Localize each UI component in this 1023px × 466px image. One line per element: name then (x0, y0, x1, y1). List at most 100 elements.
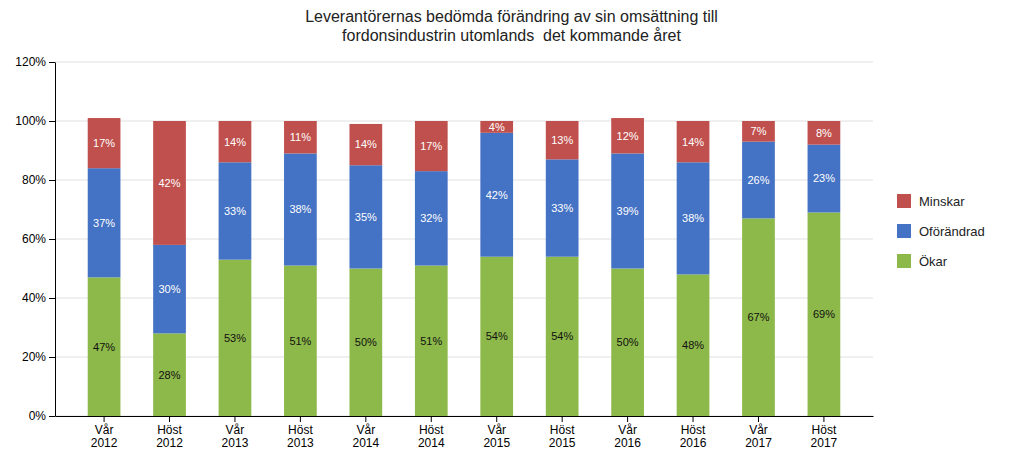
tick-mark (49, 180, 55, 181)
bar (284, 153, 317, 265)
bar (677, 274, 710, 416)
tick-mark (49, 121, 55, 122)
tick-label: 80% (22, 173, 46, 187)
bar (480, 121, 513, 133)
tick: 0% (29, 409, 55, 423)
data-label: 39% (617, 205, 639, 217)
chart: Leverantörernas bedömda förändring av si… (0, 0, 1023, 466)
data-label: 42% (486, 189, 508, 201)
tick-label-line: 2016 (680, 436, 707, 450)
bar (88, 277, 121, 416)
legend-swatch (897, 254, 911, 268)
tick-label-line: 2015 (483, 436, 510, 450)
tick-label: Vår2013 (222, 423, 249, 451)
tick-label: Höst2013 (287, 423, 314, 451)
bar (546, 159, 579, 256)
legend: MinskarOförändradÖkar (897, 194, 985, 269)
data-label: 17% (420, 140, 442, 152)
tick-label: 40% (22, 291, 46, 305)
bar (611, 118, 644, 153)
tick: 100% (15, 114, 55, 128)
tick: Höst2016 (680, 416, 707, 450)
data-label: 32% (420, 212, 442, 224)
tick-label-line: Höst (419, 423, 444, 437)
tick: 80% (22, 173, 55, 187)
tick-mark (49, 298, 55, 299)
tick-label: Höst2015 (549, 423, 576, 451)
bars (88, 118, 841, 416)
tick: Vår2016 (614, 416, 641, 450)
tick-mark (49, 239, 55, 240)
tick-label-line: 2012 (156, 436, 183, 450)
data-label: 28% (159, 369, 181, 381)
tick-label-line: Vår (618, 423, 637, 437)
tick: Vår2014 (352, 416, 379, 450)
axis-line (56, 416, 874, 417)
data-label: 8% (816, 127, 832, 139)
bar (677, 121, 710, 162)
tick-mark (49, 416, 55, 417)
tick-label-line: Höst (550, 423, 575, 437)
bar (742, 142, 775, 219)
data-label: 48% (682, 339, 704, 351)
bar (219, 121, 252, 162)
data-label: 67% (747, 311, 769, 323)
tick-label: Vår2014 (352, 423, 379, 451)
bar (808, 212, 841, 416)
bar (742, 121, 775, 142)
tick-mark (431, 416, 432, 422)
data-label: 33% (551, 202, 573, 214)
tick-label-line: Vår (749, 423, 768, 437)
tick: Höst2017 (811, 416, 838, 450)
tick-label-line: Höst (812, 423, 837, 437)
tick-label-line: 2014 (352, 436, 379, 450)
tick-label-line: Vår (356, 423, 375, 437)
data-label: 53% (224, 332, 246, 344)
series (88, 118, 841, 245)
bar (677, 162, 710, 274)
data-label: 38% (682, 212, 704, 224)
tick-label: 0% (29, 409, 47, 423)
bar (742, 218, 775, 416)
legend-item: Ökar (897, 254, 948, 269)
tick-label-line: 2012 (91, 436, 118, 450)
bar (284, 121, 317, 153)
data-label: 11% (290, 131, 311, 143)
data-label: 13% (551, 134, 573, 146)
data-label: 69% (813, 308, 835, 320)
data-label: 38% (289, 203, 311, 215)
bar (153, 121, 186, 245)
bar (415, 266, 448, 416)
bar (546, 257, 579, 416)
tick-label: Vår2015 (483, 423, 510, 451)
tick-label-line: Höst (681, 423, 706, 437)
legend-item: Minskar (897, 194, 965, 209)
tick-label-line: 2014 (418, 436, 445, 450)
tick-label: Höst2016 (680, 423, 707, 451)
bar (219, 162, 252, 259)
tick-mark (365, 416, 366, 422)
grid-line (55, 62, 873, 63)
x-axis: Vår2012Höst2012Vår2013Höst2013Vår2014Hös… (56, 416, 874, 450)
title: Leverantörernas bedömda förändring av si… (305, 8, 718, 44)
tick-label: Höst2012 (156, 423, 183, 451)
legend-label: Ökar (919, 254, 948, 269)
data-label: 30% (159, 283, 181, 295)
bar (611, 153, 644, 268)
tick-mark (300, 416, 301, 422)
bar (415, 121, 448, 171)
tick-mark (49, 62, 55, 63)
tick: Vår2017 (745, 416, 772, 450)
bar (284, 266, 317, 416)
data-label: 33% (224, 205, 246, 217)
bar (415, 171, 448, 265)
tick-label-line: 2013 (287, 436, 314, 450)
bar (546, 121, 579, 159)
tick-label-line: Höst (157, 423, 182, 437)
bar (611, 269, 644, 417)
tick-label: 20% (22, 350, 46, 364)
tick-mark (169, 416, 170, 422)
data-label: 42% (159, 177, 181, 189)
data-label: 35% (355, 211, 377, 223)
tick-mark (104, 416, 105, 422)
